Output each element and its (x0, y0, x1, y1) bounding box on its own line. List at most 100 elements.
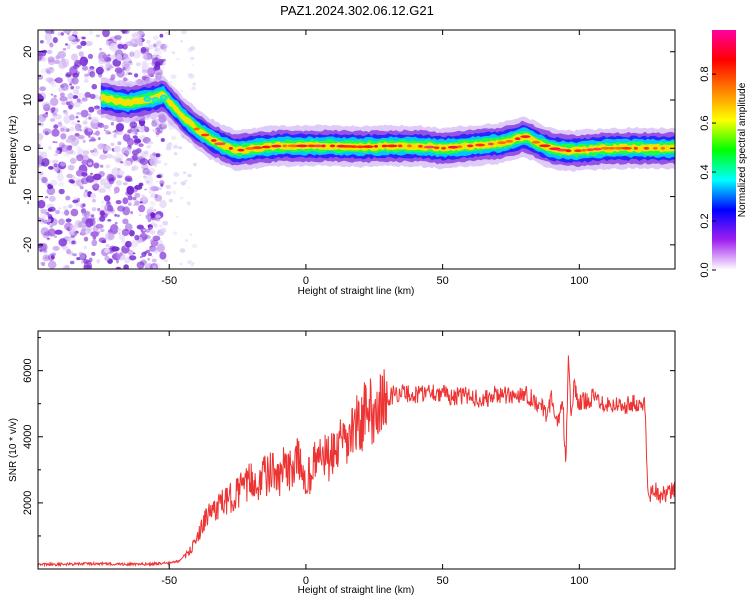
noise-speckle (127, 199, 132, 203)
noise-speckle (88, 257, 93, 263)
noise-speckle (53, 59, 61, 64)
noise-speckle (65, 43, 68, 46)
noise-speckle (44, 32, 52, 42)
noise-speckle (41, 151, 47, 158)
noise-speckle (67, 32, 70, 36)
noise-speckle (116, 214, 120, 218)
noise-speckle (78, 124, 82, 128)
noise-speckle (102, 145, 112, 151)
noise-speckle (63, 30, 72, 34)
noise-speckle (128, 60, 133, 64)
noise-speckle (134, 73, 139, 78)
ridge-peak (441, 146, 447, 150)
ridge-peak (356, 145, 365, 149)
noise-speckle (144, 175, 153, 185)
noise-speckle (58, 218, 65, 226)
noise-speckle (155, 214, 161, 219)
noise-speckle (93, 180, 99, 184)
noise-speckle (59, 92, 65, 98)
colorbar: 0.0 0.2 0.4 0.6 0.8 Normalized spectral ampl… (699, 30, 748, 278)
noise-speckle (57, 50, 67, 59)
bottom-x-tick-label: 100 (570, 575, 588, 587)
ridge-peak (193, 127, 200, 131)
noise-speckle (149, 246, 158, 253)
noise-speckle (149, 200, 156, 206)
colorbar-tick-label: 0.2 (699, 213, 711, 228)
noise-speckle (41, 176, 48, 184)
noise-speckle (88, 162, 92, 166)
noise-speckle (141, 164, 149, 170)
noise-speckle (145, 215, 152, 220)
noise-speckle (75, 85, 81, 90)
noise-speckle (141, 69, 148, 74)
ridge-peak (592, 147, 602, 151)
noise-speckle (118, 232, 121, 235)
noise-speckle (101, 200, 105, 204)
noise-speckle (84, 73, 89, 77)
noise-speckle (111, 253, 121, 261)
noise-speckle (150, 186, 159, 192)
noise-speckle (141, 75, 146, 81)
ridge-peak (161, 96, 166, 100)
noise-speckle (44, 230, 51, 237)
noise-speckle (57, 122, 63, 128)
noise-speckle (184, 179, 188, 183)
noise-speckle (128, 72, 133, 75)
noise-speckle (63, 114, 71, 124)
noise-speckle (52, 37, 58, 44)
noise-speckle (170, 81, 173, 83)
noise-speckle (134, 138, 142, 144)
noise-speckle (123, 146, 132, 155)
noise-speckle (42, 101, 51, 109)
noise-speckle (60, 83, 69, 91)
noise-speckle (183, 171, 187, 174)
noise-speckle (67, 164, 75, 171)
noise-speckle (58, 121, 62, 125)
noise-speckle (61, 211, 65, 216)
noise-speckle (147, 67, 156, 77)
noise-speckle (67, 238, 71, 241)
noise-speckle (138, 182, 144, 187)
colorbar-tick-label: 0.6 (699, 115, 711, 130)
noise-speckle (85, 40, 93, 47)
noise-speckle (69, 224, 77, 233)
noise-speckle (63, 151, 70, 158)
noise-speckle (78, 51, 85, 57)
noise-speckle (48, 145, 52, 151)
noise-speckle (165, 184, 171, 189)
ridge-peak (214, 142, 226, 146)
noise-speckle (129, 38, 138, 47)
noise-speckle (187, 47, 193, 52)
noise-speckle (163, 259, 168, 263)
noise-speckle (191, 64, 194, 66)
noise-speckle (75, 115, 79, 119)
noise-speckle (47, 237, 50, 240)
noise-speckle (87, 126, 93, 132)
noise-speckle (69, 83, 72, 86)
noise-speckle (126, 137, 134, 147)
noise-speckle (45, 111, 49, 115)
colorbar-bar (712, 30, 736, 270)
noise-speckle (136, 261, 145, 269)
colorbar-tick-label: 0.8 (699, 66, 711, 81)
noise-speckle (180, 40, 183, 43)
noise-speckle (109, 42, 118, 52)
noise-speckle (146, 39, 151, 44)
noise-speckle (187, 203, 191, 206)
noise-speckle (162, 220, 169, 226)
noise-speckle (98, 237, 107, 243)
ridge-peak (245, 147, 255, 150)
noise-speckle (74, 123, 82, 132)
noise-speckle (179, 262, 183, 266)
noise-speckle (99, 154, 108, 160)
noise-speckle (125, 132, 129, 135)
noise-speckle (124, 30, 130, 34)
noise-speckle (46, 40, 53, 45)
noise-speckle (116, 252, 126, 261)
ridge-peak (433, 146, 440, 150)
ridge-peak (531, 140, 541, 144)
noise-speckle (117, 141, 122, 146)
noise-speckle (50, 255, 55, 260)
noise-speckle (158, 239, 164, 245)
top-y-tick-label: -10 (22, 189, 34, 205)
